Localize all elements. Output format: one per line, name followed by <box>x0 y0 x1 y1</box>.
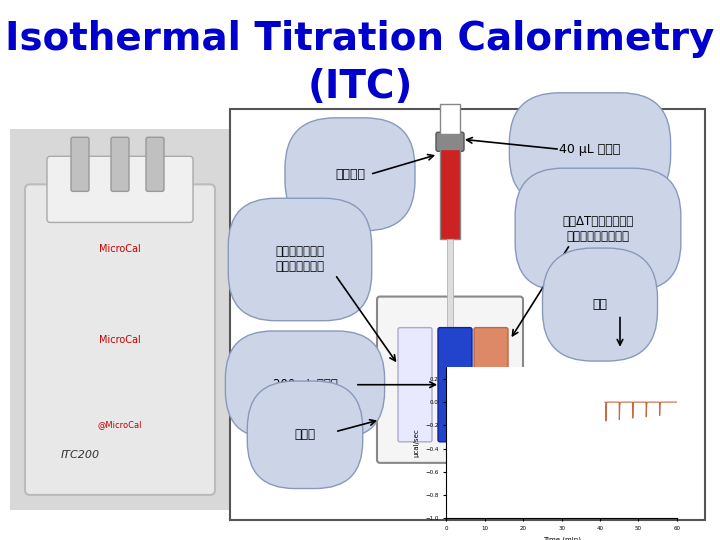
FancyBboxPatch shape <box>25 184 215 495</box>
FancyBboxPatch shape <box>47 156 193 222</box>
FancyBboxPatch shape <box>230 109 705 520</box>
FancyBboxPatch shape <box>474 328 508 442</box>
Text: 根据ΔT，给样品池加
热器提供一定的功率: 根据ΔT，给样品池加 热器提供一定的功率 <box>562 215 634 244</box>
Text: 绝热仓: 绝热仓 <box>294 428 315 441</box>
FancyBboxPatch shape <box>377 296 523 463</box>
Text: @MicroCal: @MicroCal <box>98 420 143 429</box>
FancyBboxPatch shape <box>440 104 460 134</box>
Text: 200 μL 样品池: 200 μL 样品池 <box>273 378 338 391</box>
Text: ΔT: ΔT <box>472 461 488 474</box>
FancyBboxPatch shape <box>438 328 472 442</box>
Text: 输出: 输出 <box>593 298 608 311</box>
FancyBboxPatch shape <box>398 328 432 442</box>
Text: Al: Al <box>454 474 466 487</box>
Text: ITC200: ITC200 <box>60 450 99 460</box>
Text: (ITC): (ITC) <box>307 69 413 106</box>
FancyBboxPatch shape <box>10 129 230 510</box>
FancyBboxPatch shape <box>71 137 89 191</box>
Y-axis label: μcal/sec: μcal/sec <box>414 428 420 457</box>
FancyBboxPatch shape <box>440 149 460 239</box>
Text: 给参照池加热器
提供恒定的功率: 给参照池加热器 提供恒定的功率 <box>276 246 325 273</box>
Text: MicroCal: MicroCal <box>99 335 141 345</box>
Text: 40 μL 注射器: 40 μL 注射器 <box>559 143 621 156</box>
FancyBboxPatch shape <box>436 132 464 151</box>
Text: MicroCal: MicroCal <box>99 245 141 254</box>
FancyBboxPatch shape <box>447 239 453 340</box>
Text: 矿体滴定: 矿体滴定 <box>335 168 365 181</box>
X-axis label: Time (min): Time (min) <box>543 537 580 540</box>
Text: Isothermal Titration Calorimetry: Isothermal Titration Calorimetry <box>5 20 715 58</box>
FancyBboxPatch shape <box>111 137 129 191</box>
FancyBboxPatch shape <box>146 137 164 191</box>
